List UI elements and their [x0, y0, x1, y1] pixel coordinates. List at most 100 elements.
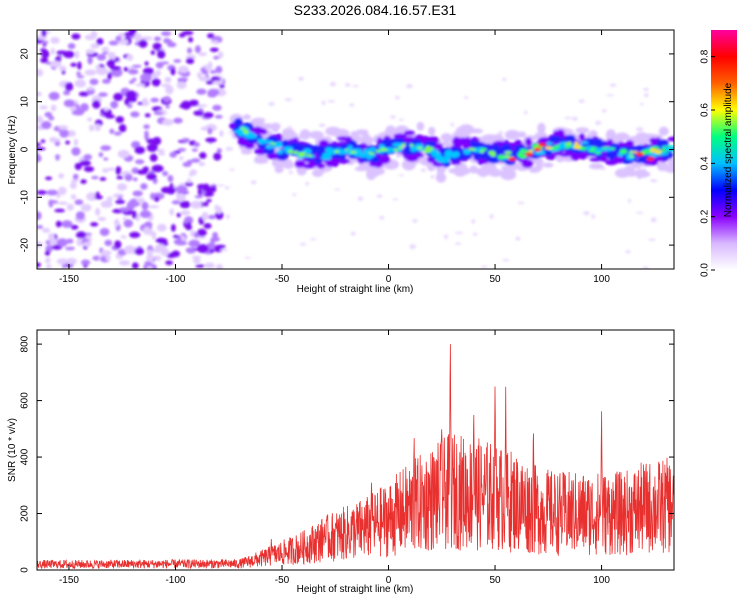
noise-blob	[162, 170, 169, 177]
noise-blob	[152, 42, 162, 51]
ridge-core-blob	[347, 145, 353, 151]
ridge-halo-blob	[667, 158, 674, 167]
noise-blob	[116, 183, 128, 191]
noise-blob	[50, 47, 55, 55]
noise-blob	[179, 103, 188, 109]
faint-blob	[444, 234, 448, 240]
ridge-core-blob	[244, 135, 255, 139]
noise-blob	[161, 186, 171, 194]
noise-blob	[144, 113, 151, 118]
noise-blob	[70, 224, 79, 230]
noise-blob	[48, 200, 59, 204]
noise-blob	[204, 201, 209, 207]
noise-blob	[84, 69, 97, 76]
noise-blob	[142, 67, 154, 76]
noise-blob	[142, 97, 149, 107]
faint-blob	[583, 211, 590, 216]
ridge-core-blob	[366, 155, 373, 160]
ridge-bright-blob	[292, 150, 299, 154]
ridge-halo-blob	[500, 169, 517, 181]
ridge-halo-blob	[274, 166, 284, 174]
noise-blob	[89, 78, 99, 86]
ridge-purple-blob	[381, 155, 391, 163]
noise-blob	[37, 91, 42, 97]
noise-blob	[54, 140, 61, 147]
noise-blob	[186, 221, 192, 230]
noise-blob	[59, 129, 69, 138]
ridge-halo-blob	[589, 163, 604, 170]
noise-blob	[41, 40, 49, 45]
colorbar-label: Normalized spectral amplitude	[723, 82, 734, 217]
snr-frame	[36, 329, 675, 571]
noise-blob	[107, 51, 113, 60]
noise-blob	[165, 104, 170, 109]
faint-blob	[591, 214, 595, 219]
noise-blob	[154, 36, 161, 42]
noise-blob	[103, 157, 109, 161]
noise-blob	[171, 224, 176, 232]
noise-blob	[167, 175, 174, 183]
spectrogram-xtick-label: 100	[593, 274, 610, 285]
faint-blob	[647, 238, 656, 241]
noise-blob	[215, 65, 223, 74]
ridge-purple-blob	[578, 133, 586, 141]
noise-blob	[212, 80, 224, 85]
ridge-halo-blob	[440, 133, 453, 142]
noise-blob	[190, 200, 202, 209]
ridge-purple-blob	[556, 129, 565, 139]
spectrogram-xtick-label: 50	[489, 274, 501, 285]
ridge-halo-blob	[640, 168, 648, 178]
noise-blob	[79, 160, 91, 167]
ridge-bright-blob	[429, 146, 434, 151]
ridge-halo-blob	[366, 169, 376, 181]
ridge-bright-blob	[479, 150, 485, 154]
noise-blob	[143, 124, 150, 129]
noise-blob	[37, 262, 41, 268]
faint-blob	[636, 126, 644, 132]
noise-blob	[207, 127, 213, 135]
noise-blob	[188, 239, 200, 248]
noise-blob	[219, 84, 225, 89]
ridge-blue-blob	[257, 144, 268, 149]
noise-blob	[191, 158, 201, 163]
faint-blob	[606, 94, 614, 97]
ridge-halo-blob	[504, 129, 521, 140]
ridge-hot-spot	[508, 157, 517, 162]
faint-blob	[571, 116, 578, 121]
noise-blob	[213, 152, 222, 161]
ridge-bright-blob	[564, 142, 572, 146]
faint-blob	[392, 198, 399, 201]
snr-xlabel: Height of straight line (km)	[297, 584, 414, 595]
noise-blob	[56, 258, 69, 265]
noise-blob	[113, 92, 123, 102]
faint-blob	[640, 102, 644, 106]
noise-blob	[213, 55, 220, 60]
noise-blob	[120, 235, 127, 239]
noise-blob	[128, 68, 139, 75]
faint-blob	[564, 116, 572, 120]
ridge-bright-blob	[394, 148, 398, 152]
faint-blob	[399, 174, 404, 177]
ridge-purple-blob	[464, 136, 471, 147]
ridge-hot-spot	[646, 157, 655, 162]
noise-blob	[58, 173, 64, 179]
ridge-blue-blob	[484, 143, 492, 149]
noise-blob	[153, 111, 164, 116]
noise-blob	[115, 116, 125, 124]
faint-blob	[286, 126, 293, 129]
faint-blob	[334, 188, 341, 191]
ridge-halo-blob	[240, 149, 253, 155]
noise-blob	[203, 112, 214, 119]
ridge-blue-blob	[268, 148, 275, 153]
noise-blob	[179, 200, 191, 209]
noise-blob	[128, 80, 135, 84]
noise-blob	[95, 64, 101, 72]
noise-blob	[80, 179, 87, 184]
snr-ticks: -150 -100 -50 0 50 100 0 200 400 600 800	[20, 330, 674, 586]
noise-blob	[203, 223, 212, 229]
noise-blob	[128, 66, 134, 70]
noise-blob	[90, 222, 99, 227]
noise-blob	[141, 201, 149, 211]
ridge-core-blob	[450, 151, 458, 158]
